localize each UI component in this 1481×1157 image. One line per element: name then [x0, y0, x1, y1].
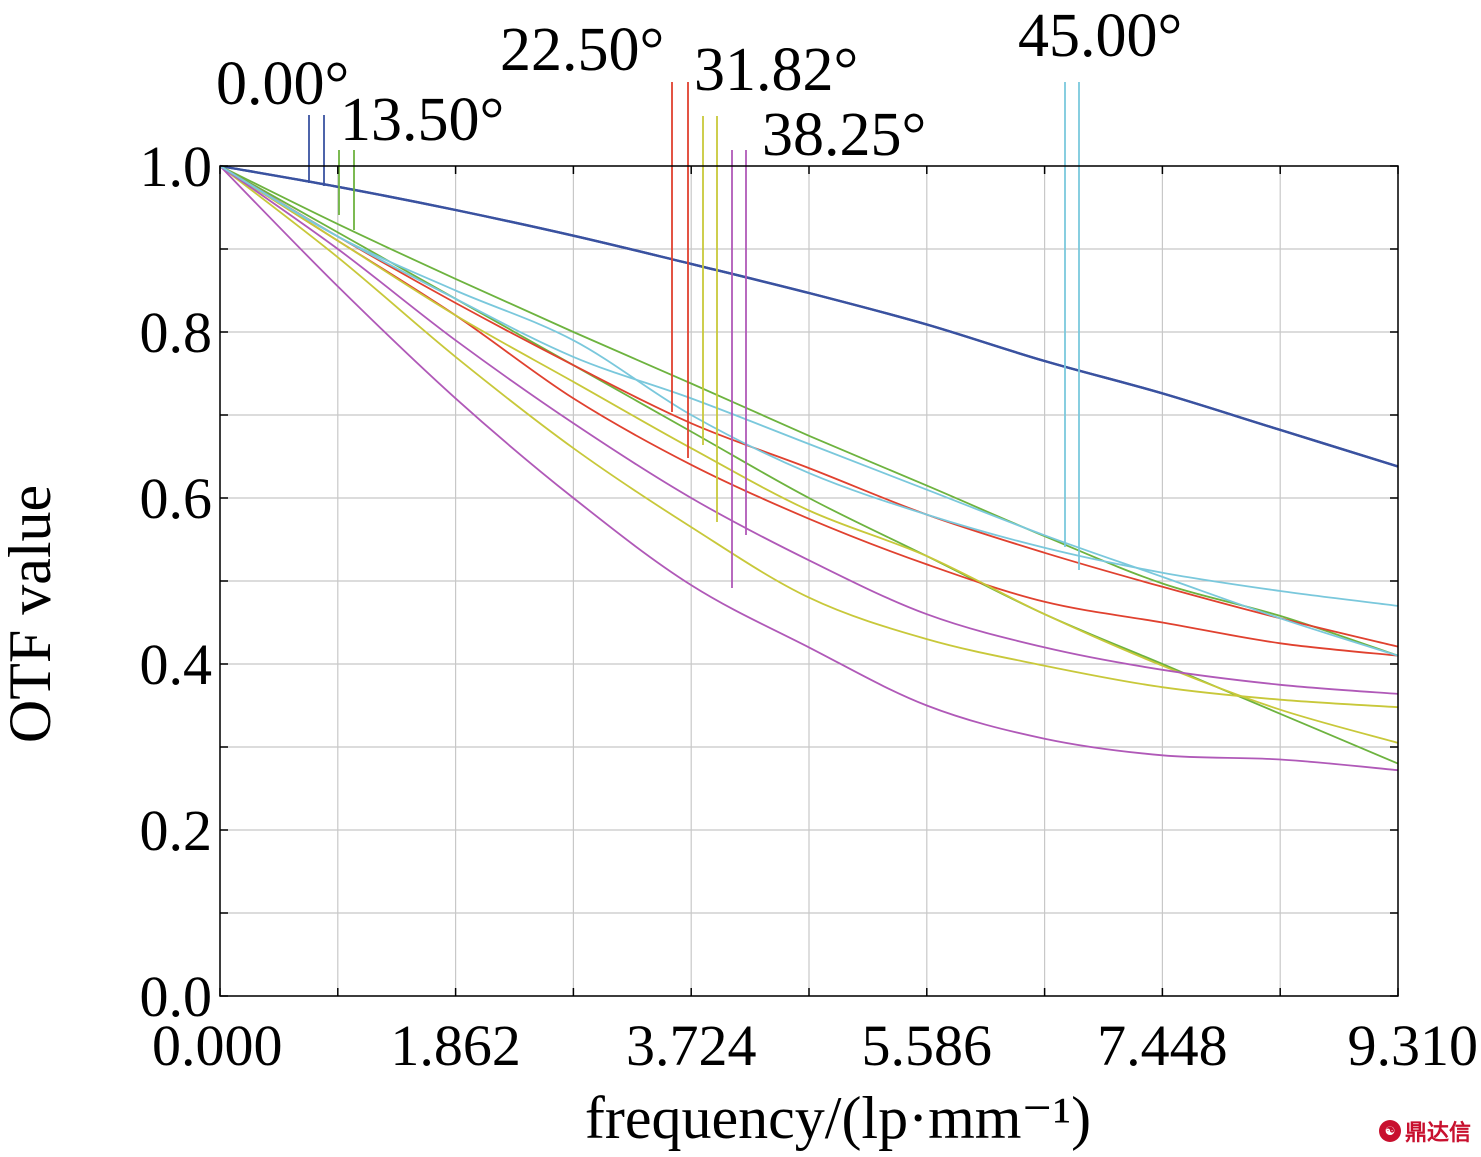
series-line [219, 165, 1399, 657]
watermark: ☯ 鼎达信 [1378, 1115, 1471, 1147]
y-tick-labels: 0.0 0.2 0.4 0.6 0.8 1.0 [140, 134, 213, 1029]
series-group [219, 164, 1399, 772]
grid [219, 165, 1399, 997]
x-tick-label: 3.724 [626, 1013, 757, 1078]
x-axis-title: frequency/(lp·mm⁻¹) [585, 1085, 1091, 1151]
x-tick-label: 9.310 [1348, 1013, 1479, 1078]
field-label: 0.00° [216, 50, 349, 118]
y-axis-title: OTF value [0, 485, 63, 743]
field-labels: 0.00°13.50°22.50° 31.82°38.25° 45.00° [216, 2, 1182, 169]
field-label: 45.00° [1018, 2, 1182, 70]
x-tick-label: 1.862 [390, 1013, 521, 1078]
y-tick-label: 0.8 [140, 300, 213, 365]
series-line [219, 164, 1399, 468]
field-label: 13.50° [340, 86, 504, 154]
x-tick-label: 5.586 [862, 1013, 993, 1078]
x-tick-label: 0.000 [152, 1013, 283, 1078]
field-label: 38.25° [762, 101, 926, 169]
series-line [219, 165, 1399, 607]
series-line [219, 165, 1399, 695]
y-tick-label: 0.4 [140, 632, 213, 697]
watermark-logo-icon: ☯ [1378, 1120, 1401, 1142]
series-line [219, 165, 1399, 657]
y-tick-label: 0.2 [140, 798, 213, 863]
series-line [219, 165, 1399, 648]
x-tick-label: 7.448 [1097, 1013, 1228, 1078]
series-line [219, 165, 1399, 772]
y-tick-label: 0.6 [140, 466, 213, 531]
axis-ticks [219, 165, 1399, 997]
series-line [219, 165, 1399, 744]
field-markers [308, 82, 1080, 588]
y-tick-label: 1.0 [140, 134, 213, 199]
field-label: 31.82° [694, 36, 858, 104]
watermark-text: 鼎达信 [1404, 1121, 1471, 1146]
series-line [219, 165, 1399, 657]
field-label: 22.50° [500, 16, 664, 84]
y-tick-label: 0.0 [140, 964, 213, 1029]
x-tick-labels: 0.000 1.862 3.724 5.586 7.448 9.310 [152, 1013, 1478, 1078]
series-line [219, 165, 1399, 709]
